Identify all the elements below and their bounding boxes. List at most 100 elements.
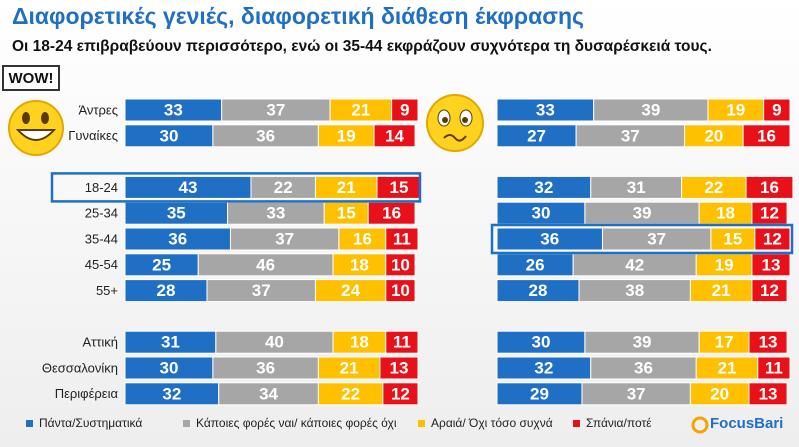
value-label: 11 [765, 358, 783, 377]
value-label: 16 [382, 204, 401, 223]
value-label: 11 [393, 333, 411, 352]
legend-label: Κάποιες φορές ναι/ κάποιες φορές όχι [196, 416, 397, 430]
value-label: 39 [641, 100, 660, 119]
value-label: 22 [274, 178, 293, 197]
value-label: 15 [389, 178, 408, 197]
value-label: 29 [530, 384, 549, 403]
bar-segment [745, 175, 794, 199]
value-label: 36 [634, 358, 653, 377]
category-label: Θεσσαλονίκη [42, 360, 118, 375]
value-label: 20 [704, 126, 723, 145]
value-label: 39 [633, 333, 652, 352]
value-label: 30 [159, 126, 178, 145]
worried-face [426, 94, 484, 152]
value-label: 35 [167, 204, 186, 223]
value-label: 33 [536, 100, 555, 119]
value-label: 27 [527, 126, 546, 145]
highlight-box [490, 223, 794, 255]
value-label: 31 [627, 178, 646, 197]
value-label: 18 [350, 255, 369, 274]
value-label: 18 [350, 333, 369, 352]
value-label: 22 [341, 384, 360, 403]
value-label: 46 [256, 255, 275, 274]
category-label: Περιφέρεια [55, 386, 119, 401]
bar-segment [385, 330, 419, 354]
category-label: 35-44 [85, 231, 118, 246]
category-label: 55+ [96, 283, 118, 298]
value-label: 17 [715, 333, 734, 352]
bar-segment [754, 227, 791, 251]
value-label: 30 [531, 204, 550, 223]
value-label: 10 [391, 281, 410, 300]
value-label: 37 [627, 384, 646, 403]
chart-title: Διαφορετικές γενιές, διαφορετική διάθεση… [12, 3, 584, 29]
value-label: 13 [389, 358, 408, 377]
bar-segment [748, 330, 788, 354]
value-label: 32 [534, 358, 553, 377]
value-label: 16 [760, 178, 779, 197]
value-label: 30 [531, 333, 550, 352]
bar-segment [751, 279, 788, 303]
value-label: 13 [761, 255, 780, 274]
value-label: 21 [337, 178, 356, 197]
value-label: 37 [621, 126, 640, 145]
value-label: 31 [161, 333, 180, 352]
logo: FocusBari [691, 415, 783, 434]
value-label: 10 [391, 255, 410, 274]
value-label: 30 [159, 358, 178, 377]
value-label: 25 [152, 255, 171, 274]
value-label: 28 [157, 281, 176, 300]
value-label: 36 [256, 358, 275, 377]
category-label: 18-24 [85, 180, 118, 195]
value-label: 18 [716, 204, 735, 223]
bar-segment [385, 227, 419, 251]
value-label: 12 [763, 229, 782, 248]
value-label: 37 [266, 100, 285, 119]
value-label: 42 [625, 255, 644, 274]
bar-segment [385, 279, 416, 303]
legend-swatch [26, 420, 33, 427]
value-label: 37 [647, 229, 666, 248]
value-label: 12 [760, 204, 779, 223]
value-label: 33 [266, 204, 285, 223]
category-label: Άντρες [78, 102, 118, 117]
value-label: 38 [625, 281, 644, 300]
value-label: 40 [265, 333, 284, 352]
value-label: 33 [164, 100, 183, 119]
value-label: 24 [341, 281, 360, 300]
category-label: Αττική [82, 335, 118, 350]
value-label: 19 [337, 126, 356, 145]
bar-segment [391, 98, 419, 122]
happy-face: WOW! [2, 65, 64, 156]
value-label: 19 [726, 100, 745, 119]
value-label: 19 [715, 255, 734, 274]
bar-segment [763, 98, 791, 122]
bar-segment [379, 356, 419, 380]
value-label: 15 [337, 204, 356, 223]
value-label: 12 [760, 281, 779, 300]
value-label: 13 [759, 384, 778, 403]
highlight-box [50, 172, 422, 203]
bar-segment [757, 356, 791, 380]
value-label: 32 [534, 178, 553, 197]
bar-segment [385, 253, 416, 277]
value-label: 15 [723, 229, 742, 248]
value-label: 32 [162, 384, 181, 403]
value-label: 22 [704, 178, 723, 197]
chart-subtitle: Οι 18-24 επιβραβεύουν περισσότερο, ενώ ο… [12, 38, 712, 55]
category-label: 25-34 [85, 206, 118, 221]
logo-text: FocusBari [710, 415, 783, 432]
legend-label: Αραιά/ Όχι τόσο συχνά [431, 416, 553, 430]
value-label: 16 [757, 126, 776, 145]
value-label: 13 [759, 333, 778, 352]
value-label: 21 [712, 281, 731, 300]
value-label: 12 [391, 384, 410, 403]
legend-label: Σπάνια/ποτέ [586, 416, 652, 430]
value-label: 21 [340, 358, 359, 377]
category-label: 45-54 [85, 257, 118, 272]
value-label: 20 [710, 384, 729, 403]
value-label: 39 [633, 204, 652, 223]
value-label: 28 [529, 281, 548, 300]
bar-segment [373, 124, 416, 148]
